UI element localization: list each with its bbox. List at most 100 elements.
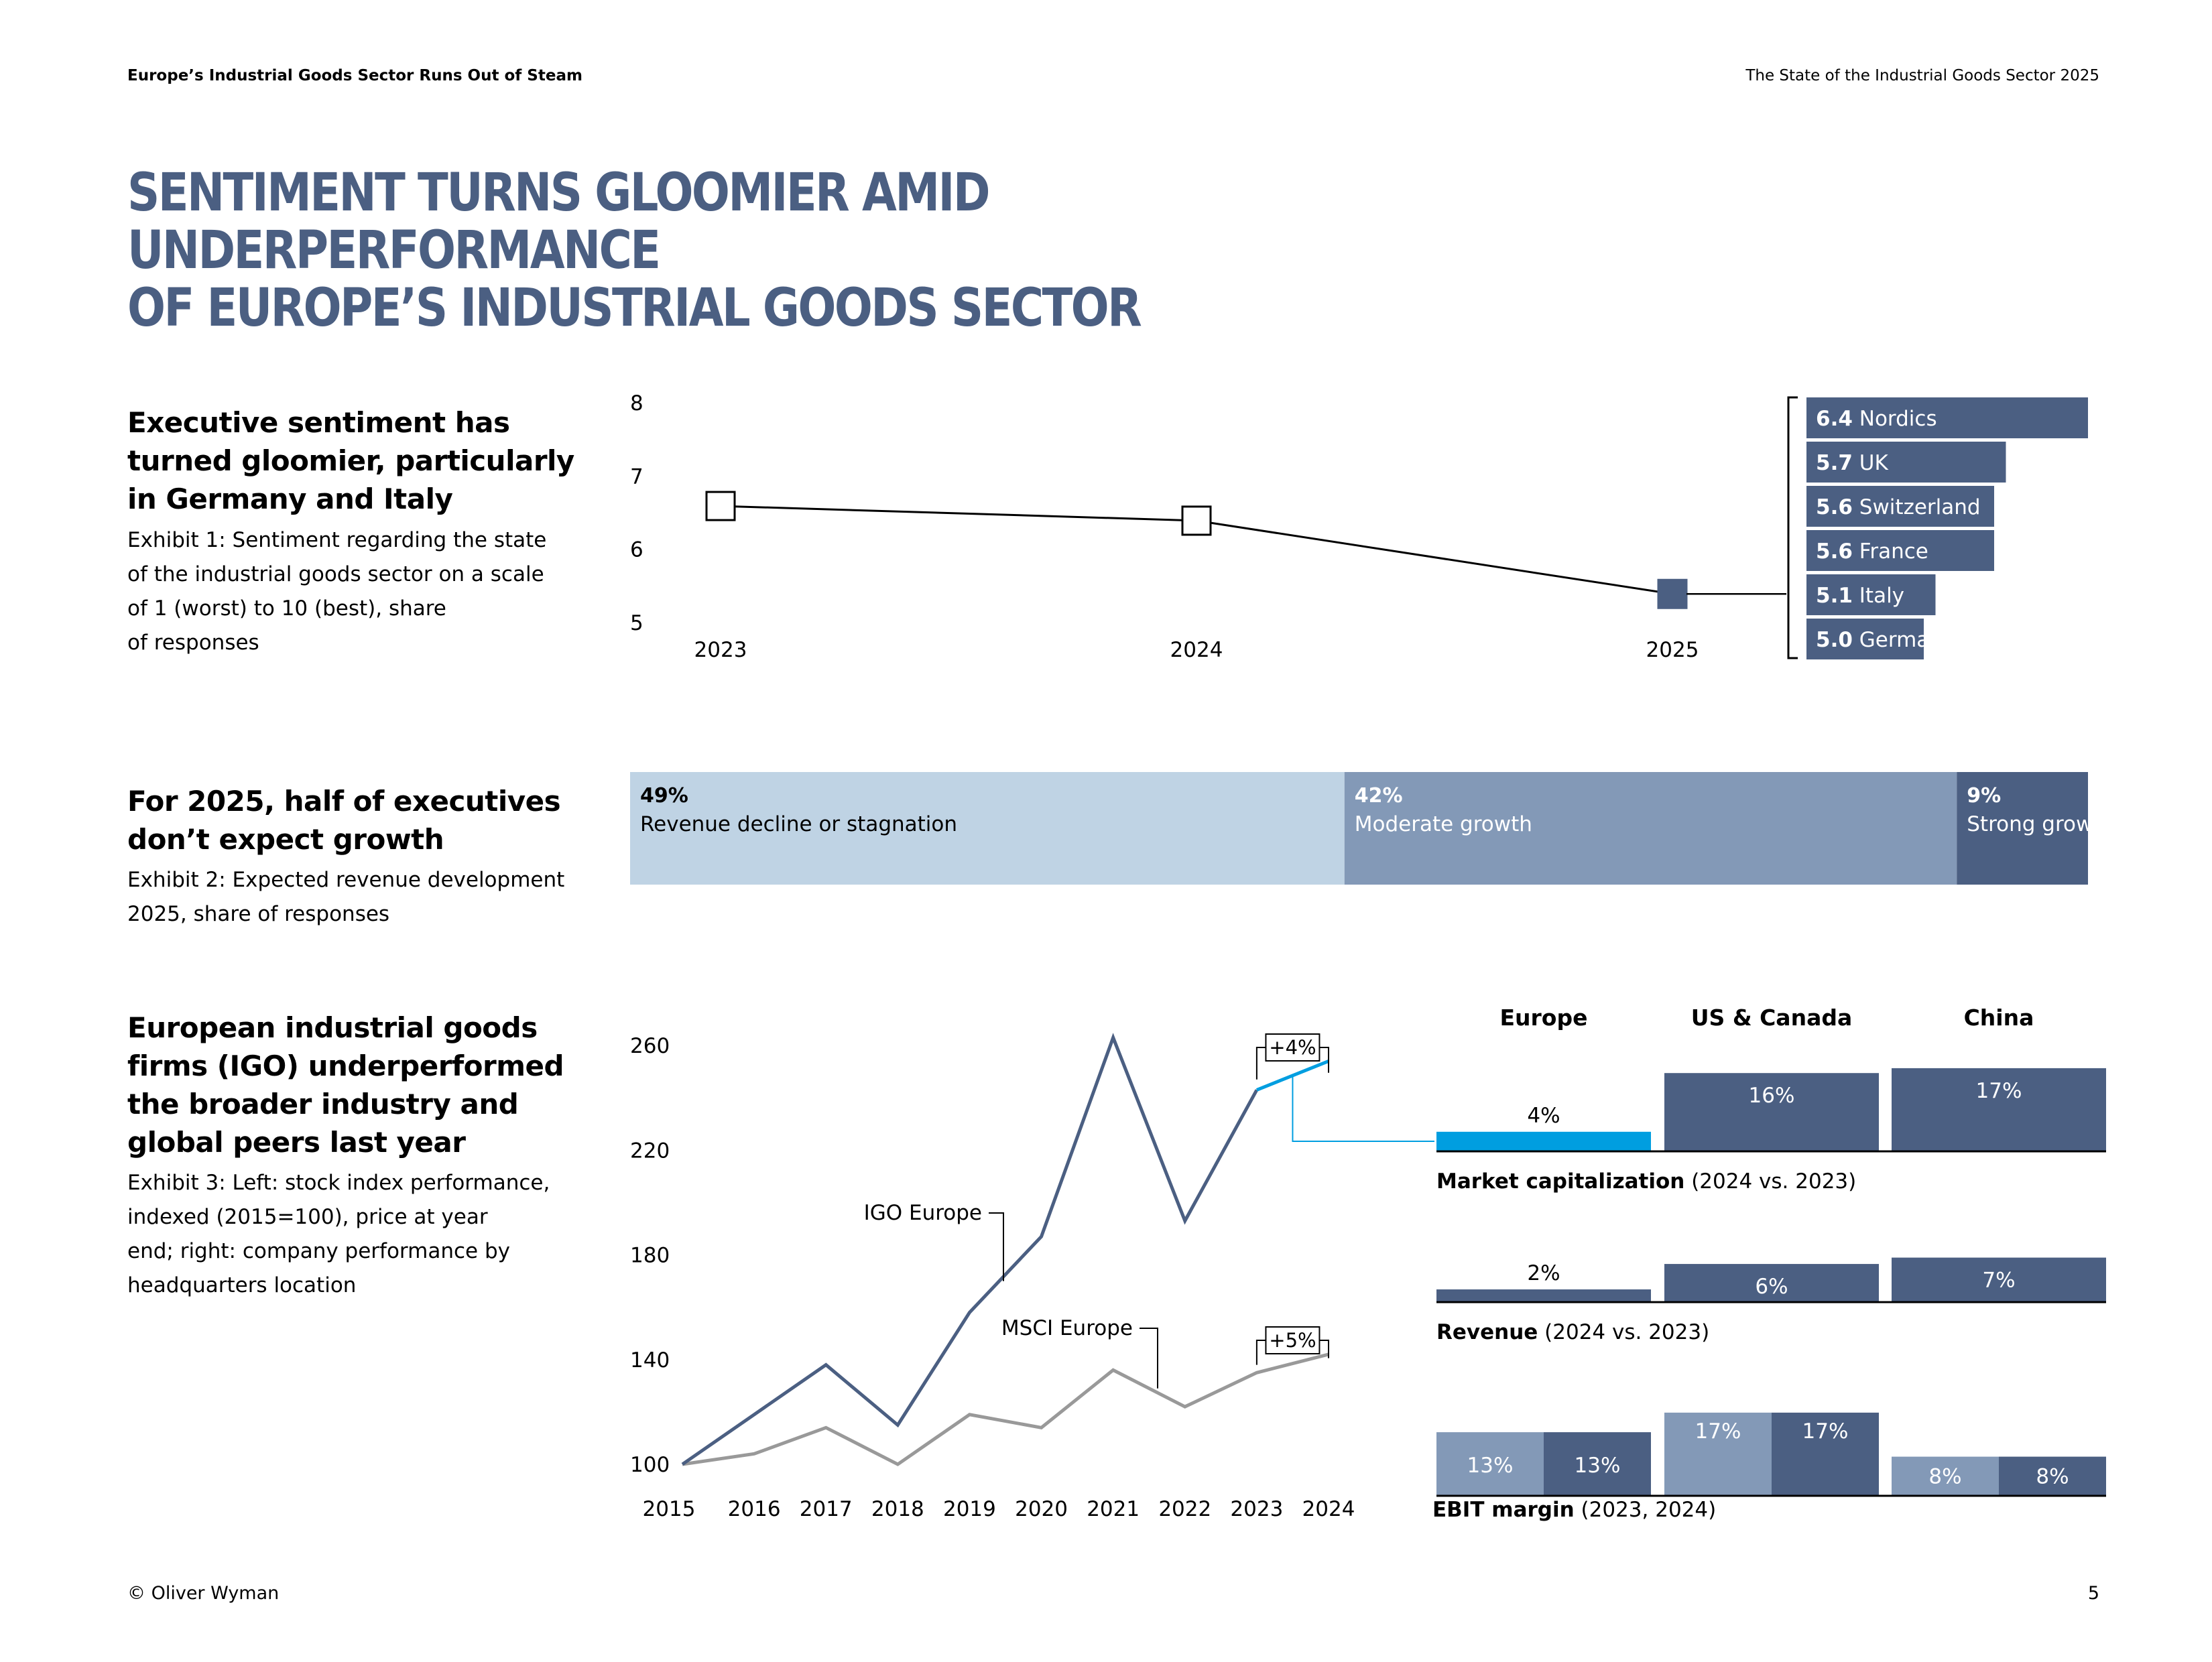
ebit-margin-label: 17%: [1695, 1419, 1741, 1444]
stock-y-tick: 140: [630, 1348, 670, 1372]
ebit-margin-label: 13%: [1467, 1454, 1514, 1478]
igo-to-europe-connector: [1292, 1075, 1434, 1142]
ebit-margin-bar: [1544, 1432, 1651, 1496]
revenue-expectation-segment: [630, 772, 1345, 885]
ebit-margin-label: 17%: [1802, 1419, 1849, 1444]
stock-y-tick: 260: [630, 1034, 670, 1058]
igo-growth-annotation-box: [1265, 1033, 1320, 1062]
section2-subtitle: Exhibit 2: Expected revenue development …: [127, 863, 583, 932]
stock-x-tick: 2021: [1087, 1497, 1140, 1521]
country-bar-label: 5.7 UK: [1816, 451, 1888, 475]
sentiment-y-tick: 5: [630, 611, 643, 635]
sentiment-y-tick: 7: [630, 464, 643, 489]
section1-heading: Executive sentiment has turned gloomier,…: [127, 403, 583, 518]
igo-europe-line: [681, 1033, 1259, 1466]
section1-subtitle-line: of responses: [127, 631, 259, 655]
sentiment-point: [1181, 505, 1212, 536]
section3-heading-line: firms (IGO) underperformed: [127, 1049, 564, 1082]
ebit-margin-label: 13%: [1575, 1454, 1621, 1478]
performance-bar: [1892, 1257, 2106, 1302]
country-bar: [1806, 442, 2006, 483]
region-header: Europe: [1500, 1005, 1588, 1031]
stock-x-tick: 2019: [943, 1497, 996, 1521]
performance-bar: [1664, 1264, 1879, 1302]
stock-x-tick: 2020: [1015, 1497, 1068, 1521]
page-title-line-1: SENTIMENT TURNS GLOOMIER AMID UNDERPERFO…: [127, 163, 991, 281]
panel-title: Revenue (2024 vs. 2023): [1436, 1320, 1709, 1344]
panel-title: Market capitalization (2024 vs. 2023): [1436, 1169, 1856, 1194]
igo-europe-label: IGO Europe: [864, 1201, 982, 1225]
sentiment-y-tick: 6: [630, 538, 643, 562]
country-bar-label: 5.6 Switzerland: [1816, 495, 1981, 519]
performance-bar: [1892, 1068, 2106, 1151]
stock-x-tick: 2022: [1158, 1497, 1211, 1521]
country-bar-label: 5.0 Germany: [1816, 628, 1955, 652]
country-bar: [1806, 530, 1994, 571]
section2-subtitle-line: Exhibit 2: Expected revenue development: [127, 868, 565, 892]
ebit-margin-bar: [1999, 1456, 2106, 1496]
msci-europe-label: MSCI Europe: [1001, 1316, 1133, 1340]
country-bar-label: 6.4 Nordics: [1816, 407, 1937, 431]
section3-subtitle-line: headquarters location: [127, 1273, 357, 1297]
country-bar-label: 5.1 Italy: [1816, 584, 1904, 608]
sentiment-bracket: [1787, 396, 1798, 659]
page-number: 5: [2087, 1583, 2099, 1604]
section3-subtitle: Exhibit 3: Left: stock index performance…: [127, 1166, 583, 1303]
sentiment-y-tick: 8: [630, 391, 643, 416]
section3-heading: European industrial goods firms (IGO) un…: [127, 1009, 583, 1161]
section3-subtitle-line: Exhibit 3: Left: stock index performance…: [127, 1171, 550, 1195]
section3-subtitle-line: end; right: company performance by: [127, 1239, 510, 1263]
section1-subtitle-line: Exhibit 1: Sentiment regarding the state: [127, 528, 547, 552]
report-header-title: Europe’s Industrial Goods Sector Runs Ou…: [127, 67, 582, 84]
section3-heading-line: European industrial goods: [127, 1011, 538, 1044]
report-header-subtitle: The State of the Industrial Goods Sector…: [1745, 67, 2099, 84]
ebit-margin-bar: [1664, 1412, 1772, 1496]
sentiment-x-tick: 2023: [694, 638, 747, 662]
section2-subtitle-line: 2025, share of responses: [127, 902, 390, 926]
sentiment-x-tick: 2025: [1646, 638, 1699, 662]
section2-heading-line: don’t expect growth: [127, 823, 444, 856]
region-header: US & Canada: [1691, 1005, 1852, 1031]
performance-bar-label: 6%: [1755, 1275, 1788, 1299]
ebit-margin-bar: [1436, 1432, 1544, 1496]
performance-bar-label: 4%: [1527, 1104, 1560, 1128]
country-bar-label: 5.6 France: [1816, 539, 1928, 564]
revenue-expectation-segment: [1344, 772, 1957, 885]
section2-heading-line: For 2025, half of executives: [127, 785, 561, 818]
section3-heading-line: global peers last year: [127, 1126, 466, 1159]
country-bar: [1806, 397, 2088, 438]
country-bar: [1806, 486, 1994, 527]
country-bar: [1806, 619, 1924, 659]
section1-heading-line: Executive sentiment has: [127, 406, 510, 439]
performance-bar-label: 17%: [1976, 1079, 2022, 1103]
msci-growth-annotation: +5%: [1269, 1329, 1316, 1352]
stock-x-tick: 2015: [643, 1497, 696, 1521]
ebit-margin-bar: [1772, 1412, 1879, 1496]
msci-growth-annotation-box: [1265, 1326, 1320, 1354]
page-title-line-2: OF EUROPE’S INDUSTRIAL GOODS SECTOR: [127, 278, 1142, 338]
stock-y-tick: 180: [630, 1244, 670, 1268]
stock-y-tick: 100: [630, 1453, 670, 1477]
performance-bar: [1436, 1131, 1651, 1151]
revenue-expectation-pct: 9%: [1967, 784, 2001, 808]
igo-europe-leader: [989, 1212, 1004, 1281]
stock-y-tick: 220: [630, 1139, 670, 1163]
panel-title: EBIT margin (2023, 2024): [1432, 1498, 1716, 1522]
performance-bar-label: 16%: [1749, 1084, 1795, 1108]
sentiment-point: [1657, 578, 1688, 609]
region-header: China: [1964, 1005, 2034, 1031]
performance-bar: [1664, 1073, 1879, 1151]
ebit-margin-label: 8%: [2036, 1465, 2069, 1489]
msci-europe-line: [682, 1352, 1329, 1466]
section1-heading-line: turned gloomier, particularly: [127, 444, 574, 477]
ebit-margin-bar: [1892, 1456, 1999, 1496]
performance-bar: [1436, 1289, 1651, 1302]
section1-subtitle-line: of 1 (worst) to 10 (best), share: [127, 596, 446, 621]
page-title: SENTIMENT TURNS GLOOMIER AMID UNDERPERFO…: [127, 164, 1511, 337]
section2-heading: For 2025, half of executives don’t expec…: [127, 782, 583, 858]
section3-heading-line: the broader industry and: [127, 1088, 519, 1121]
sentiment-x-tick: 2024: [1170, 638, 1223, 662]
msci-europe-leader: [1140, 1328, 1158, 1389]
stock-x-tick: 2016: [728, 1497, 781, 1521]
